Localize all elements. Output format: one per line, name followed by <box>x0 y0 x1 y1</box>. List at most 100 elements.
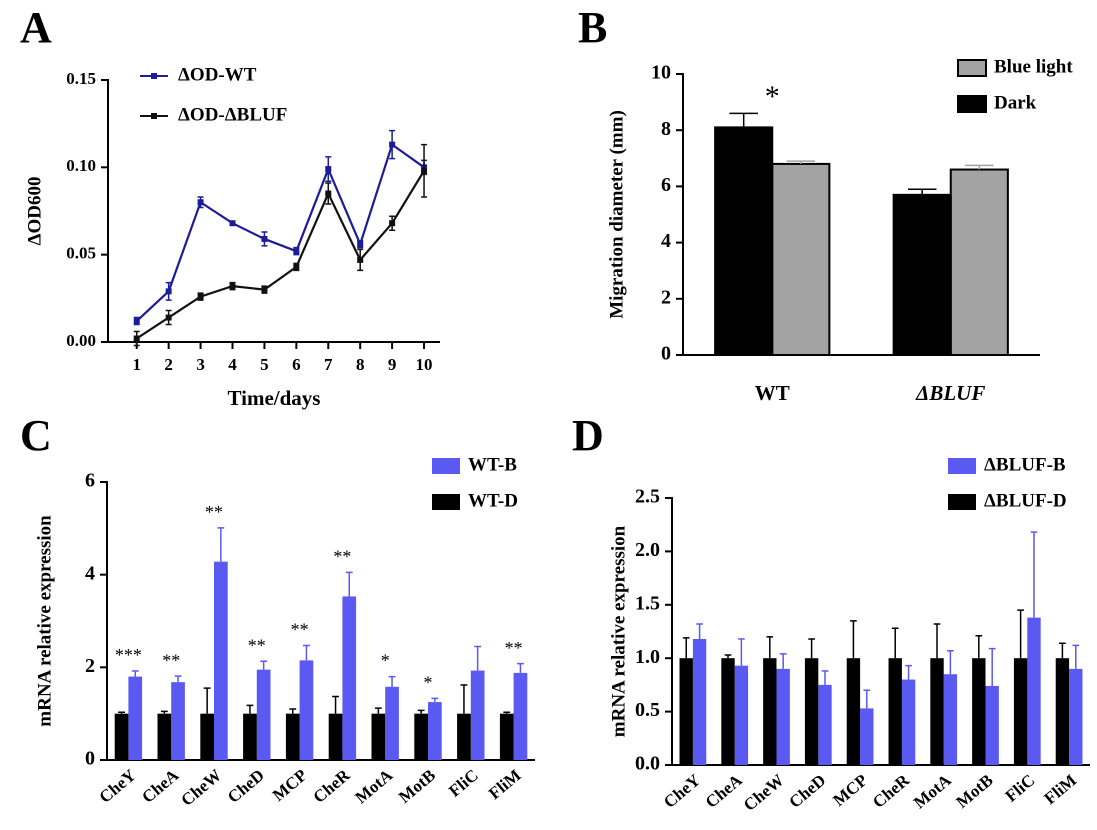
error-bar <box>332 695 339 714</box>
error-bar <box>1072 644 1080 669</box>
bar <box>214 561 228 760</box>
bar <box>985 685 999 765</box>
marker <box>293 263 300 270</box>
marker <box>133 318 140 325</box>
x-tick-label: CheA <box>702 770 747 812</box>
error-bar <box>417 709 425 714</box>
error-bar <box>988 647 996 686</box>
x-tick-label: 5 <box>260 355 269 374</box>
bar <box>804 658 819 765</box>
legend-marker <box>151 73 157 79</box>
error-bar <box>431 697 439 703</box>
error-bar <box>696 623 703 639</box>
marker <box>165 314 172 321</box>
x-tick-label: MotB <box>953 771 997 812</box>
y-tick-label: 0 <box>661 343 671 365</box>
marker <box>197 199 204 206</box>
x-tick-label: CheR <box>869 770 914 812</box>
error-bar <box>303 644 310 661</box>
legend-label: ΔBLUF-D <box>984 490 1067 511</box>
marker <box>197 293 204 300</box>
bar <box>679 658 693 765</box>
error-bar <box>217 527 225 562</box>
error-bar <box>246 704 254 714</box>
error-bar <box>1030 531 1038 618</box>
x-tick-label: 1 <box>132 355 141 374</box>
bar <box>972 658 986 765</box>
x-tick-label: CheA <box>138 765 183 807</box>
bar <box>371 713 386 760</box>
error-bar <box>503 711 511 714</box>
bar <box>943 674 958 765</box>
y-tick-label: 0.10 <box>66 156 96 175</box>
legend-swatch <box>957 95 987 113</box>
bar <box>930 658 944 765</box>
x-tick-label: 8 <box>356 355 365 374</box>
bar <box>860 708 874 765</box>
panel-label: C <box>20 411 52 460</box>
error-bar <box>1059 642 1066 659</box>
error-bar <box>289 708 297 714</box>
error-bar <box>891 627 899 659</box>
bar <box>818 684 832 765</box>
y-tick-label: 0 <box>85 748 95 770</box>
y-tick-label: 2 <box>661 286 671 308</box>
bar <box>499 713 514 760</box>
y-tick-label: 0.00 <box>66 331 96 350</box>
y-tick-label: 1.5 <box>635 592 660 614</box>
bar <box>414 713 428 760</box>
bar <box>771 162 831 356</box>
x-axis-label: Time/days <box>228 386 321 410</box>
x-tick-label: CheD <box>785 771 829 812</box>
bar <box>901 679 916 765</box>
bar <box>1069 668 1083 765</box>
marker <box>421 167 428 174</box>
annotation: ** <box>333 546 351 566</box>
y-tick-label: 1.0 <box>635 646 660 668</box>
error-bar <box>738 638 745 666</box>
legend-label: WT-D <box>468 490 518 511</box>
x-tick-label: CheW <box>177 766 225 810</box>
error-bar <box>682 637 690 659</box>
y-tick-label: 0.0 <box>635 753 660 775</box>
line <box>135 142 425 322</box>
x-tick-label: CheR <box>309 765 354 807</box>
error-bar <box>374 707 382 714</box>
error-bar <box>517 662 524 673</box>
marker <box>293 248 300 255</box>
error-bar <box>729 112 758 128</box>
x-tick-label: MCP <box>269 766 311 805</box>
x-tick-label: ΔBLUF <box>915 381 985 405</box>
annotation: ** <box>248 635 266 655</box>
legend-label: ΔBLUF-B <box>984 454 1066 475</box>
y-tick-label: 0.5 <box>635 699 660 721</box>
error-bar <box>786 160 816 164</box>
error-bar <box>203 687 211 714</box>
error-bar <box>260 660 268 670</box>
x-tick-label: MotB <box>395 766 439 807</box>
bar <box>128 676 143 760</box>
error-bar <box>850 620 857 659</box>
bar <box>1013 658 1028 765</box>
bar <box>1055 658 1070 765</box>
x-tick-label: CheD <box>224 766 268 807</box>
annotation: ** <box>291 620 309 640</box>
marker <box>229 283 236 290</box>
x-tick-label: MotA <box>352 765 397 807</box>
bar <box>114 713 129 760</box>
legend-label: ΔOD-ΔBLUF <box>178 104 287 125</box>
marker <box>165 288 172 295</box>
legend-swatch <box>957 59 987 77</box>
y-tick-label: 6 <box>85 470 95 492</box>
bar <box>328 713 343 760</box>
error-bar <box>863 689 871 709</box>
y-axis-label: ΔOD600 <box>24 177 45 246</box>
marker <box>325 190 332 197</box>
x-tick-label: FliC <box>445 766 482 801</box>
panel-label: A <box>20 3 52 52</box>
bar <box>892 193 952 356</box>
bar <box>734 665 749 765</box>
marker <box>229 220 236 227</box>
error-bar <box>933 623 941 659</box>
